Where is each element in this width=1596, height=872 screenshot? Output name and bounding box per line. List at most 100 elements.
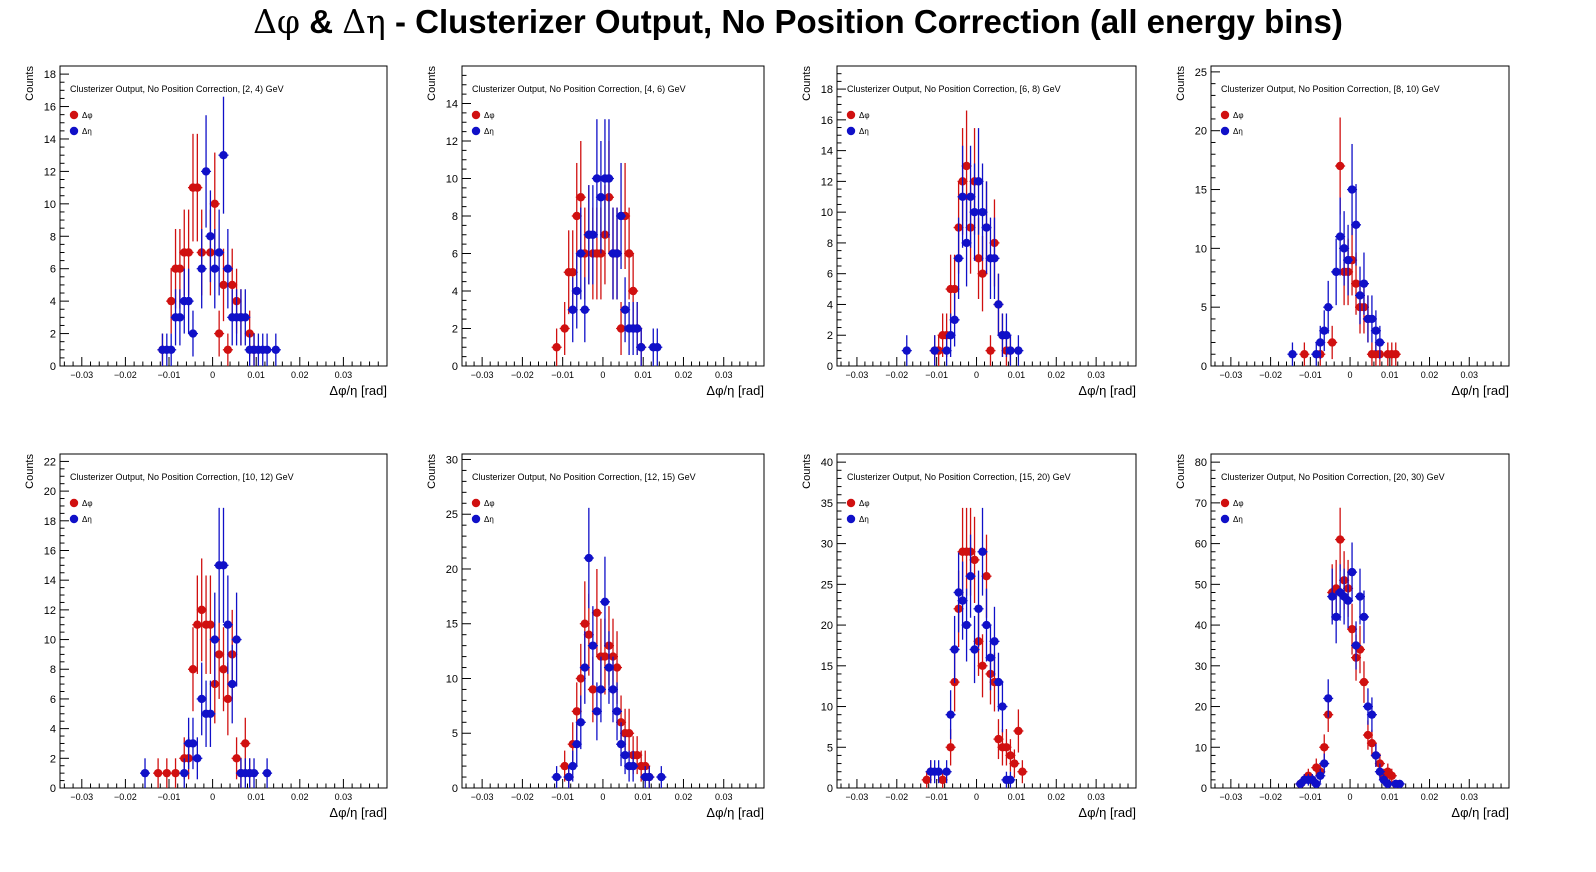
data-point bbox=[612, 707, 622, 716]
y-tick-label: 22 bbox=[44, 456, 56, 468]
data-point bbox=[966, 571, 975, 581]
data-point bbox=[188, 665, 198, 674]
x-tick-label: −0.03 bbox=[1219, 370, 1242, 380]
y-tick-label: 4 bbox=[827, 299, 833, 311]
data-point bbox=[950, 284, 959, 294]
y-tick-label: 5 bbox=[1201, 302, 1207, 314]
data-point bbox=[568, 761, 577, 771]
data-point bbox=[600, 597, 610, 607]
data-point bbox=[560, 324, 569, 333]
data-point bbox=[946, 743, 955, 752]
data-point bbox=[982, 223, 991, 232]
plot-frame bbox=[59, 453, 388, 789]
data-point bbox=[596, 193, 606, 202]
data-point bbox=[1331, 267, 1341, 277]
y-tick-label: 60 bbox=[1195, 539, 1207, 551]
x-tick-label: 0 bbox=[974, 370, 979, 380]
y-tick-label: 30 bbox=[1195, 661, 1207, 673]
data-point bbox=[153, 768, 163, 778]
data-point bbox=[592, 707, 602, 716]
x-tick-label: 0.03 bbox=[335, 792, 353, 802]
y-tick-label: 70 bbox=[1195, 498, 1207, 510]
x-tick-label: 0.03 bbox=[715, 792, 733, 802]
data-point bbox=[193, 183, 202, 192]
data-point bbox=[616, 739, 626, 749]
plot-frame bbox=[59, 65, 388, 367]
data-point bbox=[1002, 331, 1011, 340]
y-tick-label: 20 bbox=[821, 620, 833, 632]
data-point bbox=[1387, 771, 1396, 780]
data-point bbox=[930, 346, 939, 355]
data-point bbox=[171, 768, 180, 778]
y-tick-label: 0 bbox=[1201, 783, 1207, 795]
data-point bbox=[1383, 779, 1393, 789]
data-point bbox=[1014, 346, 1023, 355]
data-point bbox=[1359, 612, 1369, 622]
legend-marker bbox=[69, 110, 79, 120]
data-point bbox=[572, 211, 581, 221]
y-axis-label: Counts bbox=[24, 454, 36, 489]
x-tick-label: 0.01 bbox=[1381, 370, 1399, 380]
x-tick-label: 0.02 bbox=[1048, 792, 1066, 802]
x-tick-label: −0.03 bbox=[846, 370, 869, 380]
data-point bbox=[942, 346, 951, 355]
x-axis-label: Δφ/η [rad] bbox=[706, 805, 764, 820]
y-tick-label: 8 bbox=[50, 231, 56, 243]
data-point bbox=[1335, 535, 1345, 544]
legend-marker bbox=[69, 126, 79, 136]
y-tick-label: 18 bbox=[44, 69, 56, 81]
data-point bbox=[584, 553, 594, 563]
data-point bbox=[1363, 730, 1373, 740]
data-point bbox=[568, 305, 577, 314]
x-tick-label: 0.01 bbox=[634, 370, 652, 380]
data-point bbox=[197, 694, 206, 704]
x-tick-label: −0.01 bbox=[158, 370, 181, 380]
x-axis-label: Δφ/η [rad] bbox=[1078, 805, 1136, 820]
y-tick-label: 40 bbox=[821, 457, 833, 469]
data-point bbox=[978, 207, 987, 217]
x-tick-label: 0.02 bbox=[291, 370, 309, 380]
data-point bbox=[938, 775, 947, 785]
data-point bbox=[954, 588, 963, 597]
data-point bbox=[628, 286, 638, 296]
x-tick-label: 0 bbox=[1348, 792, 1353, 802]
data-point bbox=[628, 761, 638, 771]
data-point bbox=[962, 238, 971, 248]
y-tick-label: 18 bbox=[821, 84, 833, 96]
data-point bbox=[1367, 314, 1377, 324]
panel-title: Clusterizer Output, No Position Correcti… bbox=[847, 84, 1061, 94]
data-point bbox=[624, 249, 634, 258]
data-point bbox=[962, 620, 971, 630]
y-tick-label: 8 bbox=[50, 664, 56, 676]
y-tick-label: 14 bbox=[446, 99, 458, 111]
legend-label: Δφ bbox=[484, 499, 495, 508]
x-tick-label: 0.03 bbox=[1461, 792, 1479, 802]
x-tick-label: 0.02 bbox=[1421, 370, 1439, 380]
data-point bbox=[1320, 743, 1329, 752]
data-point bbox=[616, 324, 626, 333]
data-point bbox=[994, 734, 1003, 744]
data-point bbox=[604, 663, 614, 672]
data-point bbox=[1312, 779, 1321, 789]
y-tick-label: 6 bbox=[827, 269, 833, 281]
y-tick-label: 12 bbox=[44, 166, 56, 178]
y-tick-label: 12 bbox=[821, 176, 833, 188]
y-tick-label: 10 bbox=[446, 174, 458, 186]
x-tick-label: −0.03 bbox=[70, 370, 93, 380]
data-point bbox=[140, 768, 150, 778]
data-point bbox=[600, 652, 610, 661]
data-point bbox=[588, 230, 598, 239]
legend-label: Δφ bbox=[82, 499, 93, 508]
legend-marker bbox=[471, 498, 481, 508]
chart-panel: −0.03 −0.02 −0.01 0 0.01 0.02 0.03 0 5 10 15 20 25 30… bbox=[426, 453, 765, 820]
legend-marker bbox=[846, 126, 856, 136]
legend-marker bbox=[471, 126, 481, 136]
x-tick-label: 0.01 bbox=[247, 792, 265, 802]
x-tick-label: 0.03 bbox=[335, 370, 353, 380]
data-point bbox=[978, 269, 987, 278]
y-tick-label: 20 bbox=[44, 486, 56, 498]
data-point bbox=[616, 211, 626, 221]
data-point bbox=[223, 694, 233, 704]
legend-marker bbox=[69, 498, 79, 508]
x-tick-label: −0.02 bbox=[511, 792, 534, 802]
